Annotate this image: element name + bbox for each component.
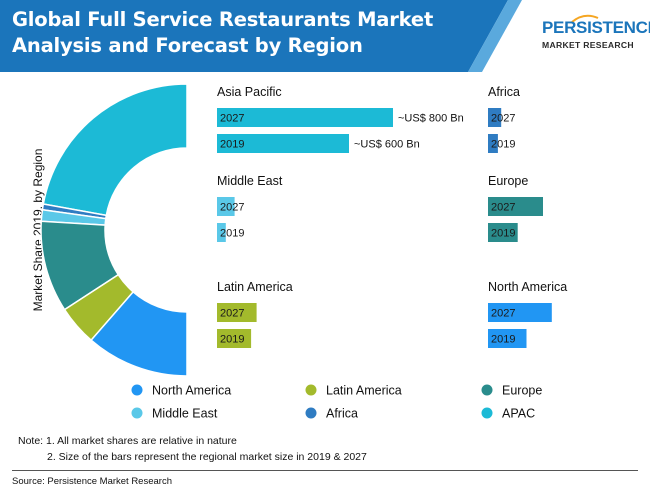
bar-latin-america-2027 xyxy=(217,303,257,322)
chart-area: Market Share 2019, by Region Asia Pacific… xyxy=(0,72,650,432)
bar-label-latin-america-2027: 2027 xyxy=(220,308,244,320)
legend-label-apac: APAC xyxy=(502,407,535,421)
bar-africa-2027 xyxy=(488,108,502,127)
bar-label-europe-2019: 2019 xyxy=(491,228,515,240)
bar-north-america-2019 xyxy=(488,329,527,348)
bar-annotation-asia-pacific-2019: ~US$ 600 Bn xyxy=(354,139,420,151)
bar-north-america-2027 xyxy=(488,303,552,322)
bar-label-north-america-2019: 2019 xyxy=(491,334,515,346)
chart-canvas: Market Share 2019, by Region Asia Pacific… xyxy=(31,83,567,421)
legend-marker-middle-east xyxy=(131,407,143,419)
bar-europe-2019 xyxy=(488,223,518,242)
legend-label-latin-america: Latin America xyxy=(326,384,402,398)
note-line-2: 2. Size of the bars represent the region… xyxy=(47,451,367,463)
legend-marker-africa xyxy=(305,407,317,419)
y-axis-label: Market Share 2019, by Region xyxy=(31,149,45,312)
bar-latin-america-2019 xyxy=(217,329,252,348)
region-title-africa: Africa xyxy=(488,85,520,99)
bar-asia-pacific-2027 xyxy=(217,108,393,127)
legend-marker-latin-america xyxy=(305,384,317,396)
bar-label-asia-pacific-2019: 2019 xyxy=(220,139,244,151)
bar-middle-east-2027 xyxy=(217,197,235,216)
bar-middle-east-2019 xyxy=(217,223,226,242)
bar-europe-2027 xyxy=(488,197,543,216)
bar-label-middle-east-2027: 2027 xyxy=(220,202,244,214)
bar-label-latin-america-2019: 2019 xyxy=(220,334,244,346)
chart-notes: Note: 1. All market shares are relative … xyxy=(18,433,367,465)
bar-label-africa-2027: 2027 xyxy=(491,113,515,125)
legend-marker-apac xyxy=(481,407,493,419)
bar-label-europe-2027: 2027 xyxy=(491,202,515,214)
source-text: Source: Persistence Market Research xyxy=(12,476,172,487)
region-title-north-america: North America xyxy=(488,280,567,294)
region-title-latin-america: Latin America xyxy=(217,280,293,294)
legend-label-europe: Europe xyxy=(502,384,542,398)
bar-africa-2019 xyxy=(488,134,498,153)
bar-label-middle-east-2019: 2019 xyxy=(220,228,244,240)
legend-label-north-america: North America xyxy=(152,384,231,398)
region-title-middle-east: Middle East xyxy=(217,174,283,188)
donut-slice-apac xyxy=(42,83,188,217)
chart-title: Global Full Service Restaurants Market A… xyxy=(12,8,434,57)
footer-divider xyxy=(12,470,638,471)
donut-slice-north-america xyxy=(90,290,188,377)
bar-asia-pacific-2019 xyxy=(217,134,349,153)
region-title-asia-pacific: Asia Pacific xyxy=(217,85,282,99)
persistence-logo: PERSISTENCE MARKET RESEARCH xyxy=(535,14,650,56)
logo-swoosh-icon xyxy=(571,14,599,23)
legend-marker-europe xyxy=(481,384,493,396)
bar-label-africa-2019: 2019 xyxy=(491,139,515,151)
bar-label-north-america-2027: 2027 xyxy=(491,308,515,320)
header-band xyxy=(0,0,522,72)
legend-marker-north-america xyxy=(131,384,143,396)
header-banner: Global Full Service Restaurants Market A… xyxy=(0,0,650,72)
note-line-1: Note: 1. All market shares are relative … xyxy=(18,435,237,447)
legend-label-middle-east: Middle East xyxy=(152,407,218,421)
bar-label-asia-pacific-2027: 2027 xyxy=(220,113,244,125)
legend-label-africa: Africa xyxy=(326,407,358,421)
region-title-europe: Europe xyxy=(488,174,528,188)
bar-annotation-asia-pacific-2027: ~US$ 800 Bn xyxy=(398,113,464,125)
